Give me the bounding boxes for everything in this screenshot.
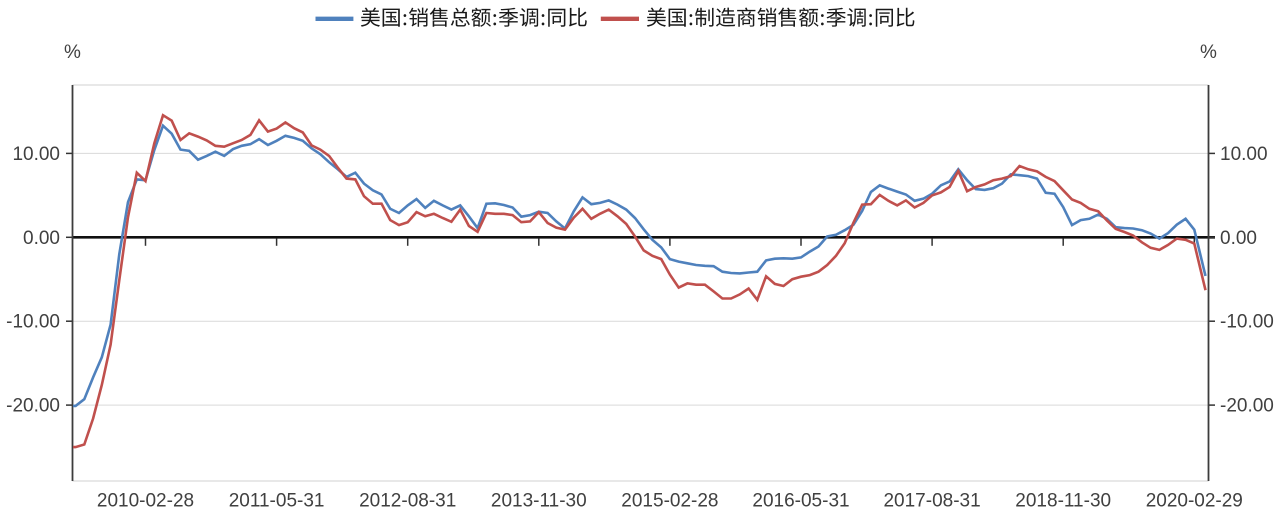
svg-text:-20.00: -20.00 xyxy=(1220,396,1274,417)
svg-text:2016-05-31: 2016-05-31 xyxy=(752,491,849,512)
svg-text:-10.00: -10.00 xyxy=(1220,312,1274,333)
svg-text:-20.00: -20.00 xyxy=(6,396,60,417)
svg-text:0.00: 0.00 xyxy=(23,228,60,249)
svg-text:10.00: 10.00 xyxy=(1220,144,1268,165)
svg-text:2017-08-31: 2017-08-31 xyxy=(883,491,980,512)
svg-text:2011-05-31: 2011-05-31 xyxy=(229,491,325,512)
svg-text:0.00: 0.00 xyxy=(1220,228,1257,249)
svg-text:2020-02-29: 2020-02-29 xyxy=(1146,491,1243,512)
svg-text:2015-02-28: 2015-02-28 xyxy=(621,491,718,512)
svg-text:-10.00: -10.00 xyxy=(6,312,60,333)
svg-text:%: % xyxy=(64,42,81,63)
svg-text:2018-11-30: 2018-11-30 xyxy=(1015,491,1111,512)
svg-text:%: % xyxy=(1200,42,1217,63)
svg-text:2013-11-30: 2013-11-30 xyxy=(491,491,587,512)
svg-text:10.00: 10.00 xyxy=(12,144,60,165)
svg-text:2010-02-28: 2010-02-28 xyxy=(97,491,194,512)
svg-text:2012-08-31: 2012-08-31 xyxy=(359,491,456,512)
